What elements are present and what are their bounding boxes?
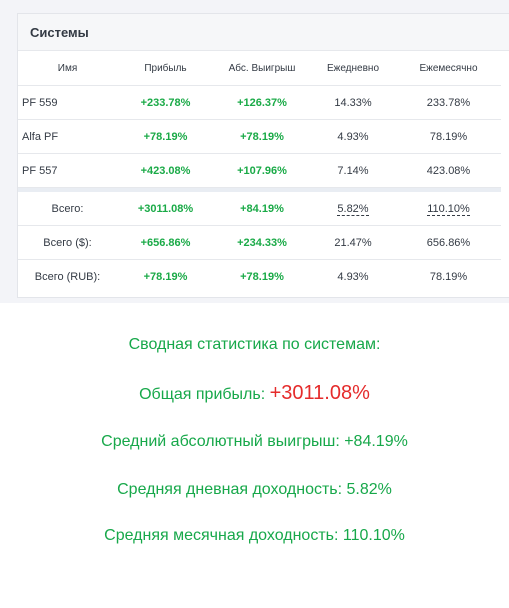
totals-row: Всего ($): +656.86% +234.33% 21.47% 656.…: [18, 225, 501, 260]
profit-cell: +233.78%: [117, 85, 214, 120]
avg-daily-line: Средняя дневная доходность: 5.82%: [117, 481, 392, 498]
table-row: PF 559 +233.78% +126.37% 14.33% 233.78%: [18, 85, 501, 120]
profit-cell: +3011.08%: [117, 192, 214, 226]
daily-cell: 4.93%: [337, 270, 369, 283]
table-row: PF 557 +423.08% +107.96% 7.14% 423.08%: [18, 153, 501, 188]
systems-panel-background: Системы Имя Прибыль Абс. Выигрыш Ежеднев…: [0, 0, 509, 303]
avg-monthly-line: Средняя месячная доходность: 110.10%: [104, 527, 405, 544]
totals-row: Всего: +3011.08% +84.19% 5.82% 110.10%: [18, 192, 501, 226]
total-profit-line: Общая прибыль: +3011.08%: [0, 382, 509, 405]
totals-label: Всего:: [18, 192, 117, 226]
system-name-link[interactable]: PF 559: [18, 85, 117, 120]
summary-heading: Сводная статистика по системам:: [128, 336, 381, 353]
totals-label: Всего ($):: [18, 225, 117, 260]
totals-row: Всего (RUB): +78.19% +78.19% 4.93% 78.19…: [18, 260, 501, 294]
monthly-cell: 78.19%: [396, 119, 501, 154]
table-header-row: Имя Прибыль Абс. Выигрыш Ежедневно Ежеме…: [18, 51, 501, 86]
profit-cell: +656.86%: [117, 225, 214, 260]
column-header-monthly[interactable]: Ежемесячно: [396, 51, 501, 86]
daily-cell[interactable]: 5.82%: [310, 192, 396, 226]
total-profit-value: +3011.08%: [269, 382, 370, 404]
column-header-profit[interactable]: Прибыль: [117, 51, 214, 86]
monthly-cell: 78.19%: [429, 270, 468, 283]
systems-table: Имя Прибыль Абс. Выигрыш Ежедневно Ежеме…: [18, 51, 501, 293]
avg-abs-win-line: Средний абсолютный выигрыш: +84.19%: [101, 433, 408, 450]
monthly-average-hint[interactable]: 110.10%: [427, 202, 470, 216]
daily-average-hint[interactable]: 5.82%: [337, 202, 369, 216]
profit-cell: +423.08%: [117, 153, 214, 188]
monthly-cell: 233.78%: [396, 85, 501, 120]
abs-win-cell: +78.19%: [214, 119, 310, 154]
daily-cell: 4.93%: [310, 119, 396, 154]
daily-cell: 7.14%: [310, 153, 396, 188]
abs-win-cell: +78.19%: [240, 270, 284, 283]
totals-separator: [18, 187, 501, 192]
monthly-cell: 423.08%: [396, 153, 501, 188]
systems-card: Системы Имя Прибыль Абс. Выигрыш Ежеднев…: [17, 13, 509, 298]
abs-win-cell: +107.96%: [214, 153, 310, 188]
table-row: Alfa PF +78.19% +78.19% 4.93% 78.19%: [18, 119, 501, 154]
summary-section: Сводная статистика по системам: Общая пр…: [0, 303, 509, 608]
profit-cell: +78.19%: [117, 119, 214, 154]
column-header-daily[interactable]: Ежедневно: [310, 51, 396, 86]
system-name-link[interactable]: Alfa PF: [18, 119, 117, 154]
system-name-link[interactable]: PF 557: [18, 153, 117, 188]
monthly-cell[interactable]: 110.10%: [396, 192, 501, 226]
daily-cell: 14.33%: [310, 85, 396, 120]
total-profit-label: Общая прибыль:: [139, 386, 270, 403]
monthly-cell: 656.86%: [396, 225, 501, 260]
abs-win-cell: +126.37%: [214, 85, 310, 120]
daily-cell: 21.47%: [310, 225, 396, 260]
column-header-name[interactable]: Имя: [18, 51, 117, 86]
profit-cell: +78.19%: [143, 270, 188, 283]
abs-win-cell: +234.33%: [214, 225, 310, 260]
totals-label: Всего (RUB):: [34, 270, 101, 283]
card-title: Системы: [18, 14, 509, 51]
column-header-abs-win[interactable]: Абс. Выигрыш: [214, 51, 310, 86]
abs-win-cell: +84.19%: [214, 192, 310, 226]
